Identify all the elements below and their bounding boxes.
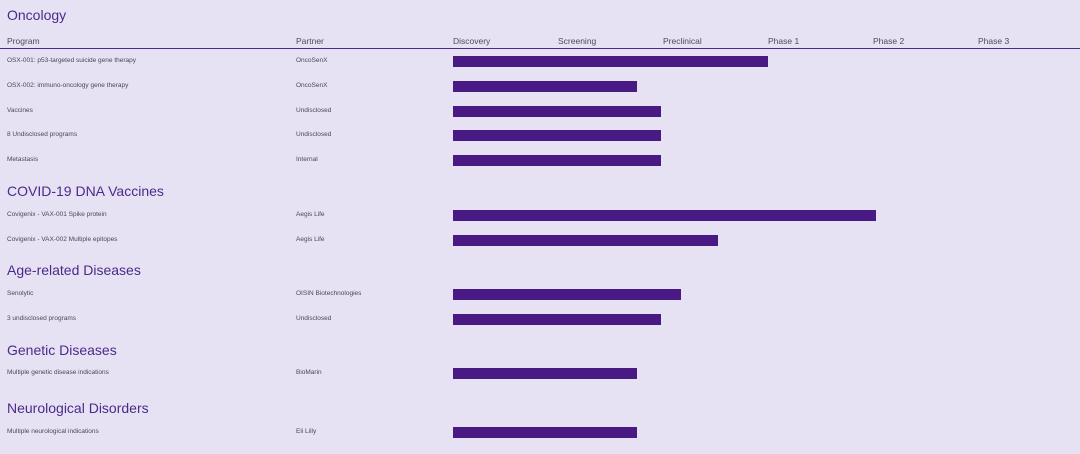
program-name: 3 undisclosed programs (7, 315, 77, 322)
header-divider (0, 48, 1080, 49)
progress-bar (453, 288, 681, 300)
program-name: OSX-001: p53-targeted suicide gene thera… (7, 57, 137, 64)
partner-name: OncoSenX (296, 57, 328, 64)
section-title: COVID-19 DNA Vaccines (7, 183, 164, 199)
stage-header: Phase 2 (873, 36, 905, 46)
section-title: Oncology (7, 7, 67, 23)
program-name: Senolytic (7, 290, 34, 297)
program-name: 8 Undisclosed programs (7, 131, 78, 138)
section-title: Genetic Diseases (7, 342, 117, 358)
partner-name: Aegis Life (296, 236, 325, 243)
progress-bar (453, 313, 661, 325)
program-name: Multiple genetic disease indications (7, 369, 109, 376)
progress-bar (453, 426, 637, 438)
progress-bar (453, 154, 661, 166)
partner-name: OISIN Biotechnologies (296, 290, 362, 297)
program-name: Covigenix - VAX-002 Multiple epitopes (7, 236, 118, 243)
stage-header: Phase 1 (768, 36, 800, 46)
section-title: Age-related Diseases (7, 262, 141, 278)
partner-name: BioMarin (296, 369, 322, 376)
stage-header: Discovery (453, 36, 491, 46)
progress-bar (453, 105, 661, 117)
partner-name: Undisclosed (296, 315, 332, 322)
partner-name: Undisclosed (296, 107, 332, 114)
partner-name: Eli Lilly (296, 428, 317, 435)
progress-bar (453, 129, 661, 141)
stage-header: Phase 3 (978, 36, 1010, 46)
partner-name: Undisclosed (296, 131, 332, 138)
partner-name: Internal (296, 156, 318, 163)
program-name: Metastasis (7, 156, 39, 163)
section-title: Neurological Disorders (7, 400, 149, 416)
program-name: Vaccines (7, 107, 33, 114)
program-name: OSX-002: immuno-oncology gene therapy (7, 82, 129, 89)
program-name: Covigenix - VAX-001 Spike protein (7, 211, 107, 218)
partner-name: Aegis Life (296, 211, 325, 218)
progress-bar (453, 209, 876, 221)
progress-bar (453, 234, 718, 246)
progress-bar (453, 55, 768, 67)
progress-bar (453, 367, 637, 379)
column-header-program: Program (7, 36, 40, 46)
progress-bar (453, 80, 637, 92)
partner-name: OncoSenX (296, 82, 328, 89)
program-name: Multiple neurological indications (7, 428, 99, 435)
stage-header: Preclinical (663, 36, 702, 46)
column-header-partner: Partner (296, 36, 324, 46)
stage-header: Screening (558, 36, 597, 46)
